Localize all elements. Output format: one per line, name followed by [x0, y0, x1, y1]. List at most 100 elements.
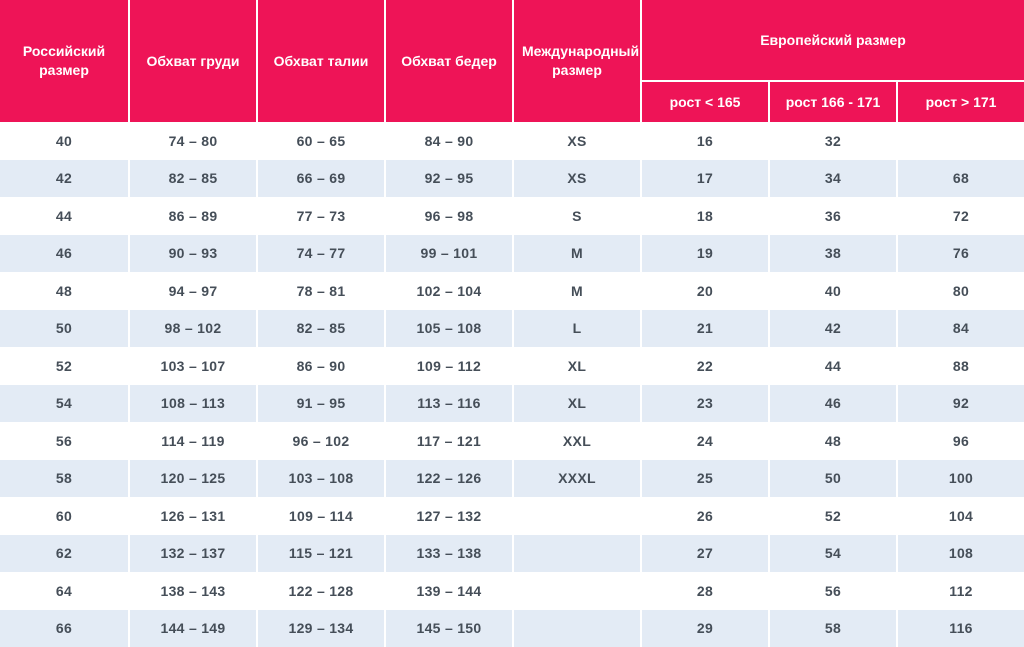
table-cell: 42: [768, 310, 896, 348]
table-cell: 20: [640, 272, 768, 310]
table-cell: 56: [768, 572, 896, 610]
size-chart-header: Российский размер Обхват груди Обхват та…: [0, 0, 1024, 122]
table-cell: 86 – 89: [128, 197, 256, 235]
table-cell: 44: [768, 347, 896, 385]
table-cell: 74 – 80: [128, 122, 256, 160]
table-cell: 68: [896, 160, 1024, 198]
table-cell: 120 – 125: [128, 460, 256, 498]
table-cell: 17: [640, 160, 768, 198]
table-cell: 100: [896, 460, 1024, 498]
table-cell: 40: [768, 272, 896, 310]
table-cell: 60: [0, 497, 128, 535]
table-cell: 60 – 65: [256, 122, 384, 160]
table-cell: [896, 122, 1024, 160]
table-cell: 40: [0, 122, 128, 160]
col-header-height-166-171: рост 166 - 171: [768, 80, 896, 122]
table-cell: 103 – 107: [128, 347, 256, 385]
table-cell: 44: [0, 197, 128, 235]
table-cell: XS: [512, 122, 640, 160]
table-cell: 108 – 113: [128, 385, 256, 423]
table-cell: 46: [768, 385, 896, 423]
col-header-height-lt-165: рост < 165: [640, 80, 768, 122]
table-cell: 115 – 121: [256, 535, 384, 573]
table-cell: [512, 572, 640, 610]
table-cell: 54: [0, 385, 128, 423]
table-cell: 25: [640, 460, 768, 498]
table-cell: 139 – 144: [384, 572, 512, 610]
table-cell: 54: [768, 535, 896, 573]
table-cell: [512, 535, 640, 573]
table-cell: M: [512, 235, 640, 273]
table-cell: 27: [640, 535, 768, 573]
table-cell: XXXL: [512, 460, 640, 498]
table-cell: 92 – 95: [384, 160, 512, 198]
table-cell: M: [512, 272, 640, 310]
table-cell: 23: [640, 385, 768, 423]
table-cell: 84 – 90: [384, 122, 512, 160]
table-cell: 42: [0, 160, 128, 198]
table-cell: 28: [640, 572, 768, 610]
table-cell: 132 – 137: [128, 535, 256, 573]
table-cell: 29: [640, 610, 768, 647]
table-cell: 92: [896, 385, 1024, 423]
col-header-hips: Обхват бедер: [384, 0, 512, 122]
table-cell: 18: [640, 197, 768, 235]
table-cell: 88: [896, 347, 1024, 385]
table-cell: 112: [896, 572, 1024, 610]
table-cell: 96 – 102: [256, 422, 384, 460]
table-cell: 133 – 138: [384, 535, 512, 573]
table-cell: 127 – 132: [384, 497, 512, 535]
table-cell: 50: [768, 460, 896, 498]
table-cell: S: [512, 197, 640, 235]
table-cell: 58: [0, 460, 128, 498]
table-cell: 78 – 81: [256, 272, 384, 310]
table-cell: 82 – 85: [256, 310, 384, 348]
table-cell: 105 – 108: [384, 310, 512, 348]
table-cell: L: [512, 310, 640, 348]
table-cell: 117 – 121: [384, 422, 512, 460]
table-cell: 108: [896, 535, 1024, 573]
table-cell: 16: [640, 122, 768, 160]
table-cell: 48: [768, 422, 896, 460]
col-header-waist: Обхват талии: [256, 0, 384, 122]
header-row-main: Российский размер Обхват груди Обхват та…: [0, 0, 1024, 80]
col-header-russian-size: Российский размер: [0, 0, 128, 122]
table-cell: 99 – 101: [384, 235, 512, 273]
table-cell: 64: [0, 572, 128, 610]
table-cell: 72: [896, 197, 1024, 235]
table-cell: 21: [640, 310, 768, 348]
table-cell: 58: [768, 610, 896, 647]
table-cell: 91 – 95: [256, 385, 384, 423]
table-cell: 66: [0, 610, 128, 647]
table-cell: 138 – 143: [128, 572, 256, 610]
table-cell: 38: [768, 235, 896, 273]
table-cell: XL: [512, 385, 640, 423]
table-cell: 32: [768, 122, 896, 160]
table-cell: [512, 497, 640, 535]
table-cell: 113 – 116: [384, 385, 512, 423]
col-header-chest: Обхват груди: [128, 0, 256, 122]
table-cell: 126 – 131: [128, 497, 256, 535]
table-cell: 46: [0, 235, 128, 273]
table-cell: 56: [0, 422, 128, 460]
table-cell: 26: [640, 497, 768, 535]
table-cell: 36: [768, 197, 896, 235]
table-cell: 145 – 150: [384, 610, 512, 647]
table-cell: 96: [896, 422, 1024, 460]
table-cell: 22: [640, 347, 768, 385]
table-cell: 86 – 90: [256, 347, 384, 385]
table-cell: 76: [896, 235, 1024, 273]
